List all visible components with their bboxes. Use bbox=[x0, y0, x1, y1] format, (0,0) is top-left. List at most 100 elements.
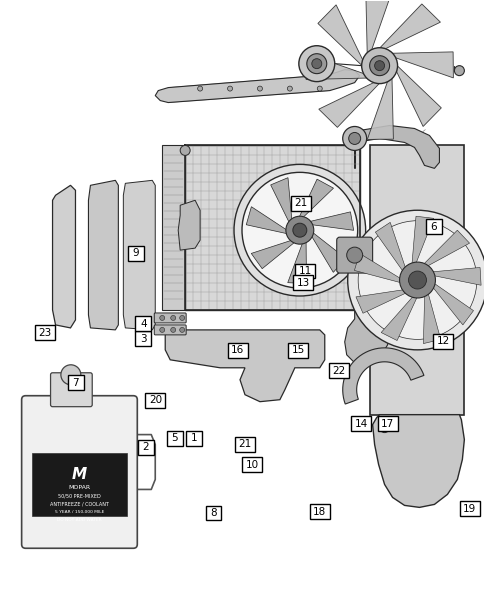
Polygon shape bbox=[375, 223, 407, 276]
FancyBboxPatch shape bbox=[290, 196, 310, 211]
FancyBboxPatch shape bbox=[50, 373, 92, 406]
Circle shape bbox=[374, 61, 384, 71]
Polygon shape bbox=[377, 4, 439, 50]
Text: 20: 20 bbox=[149, 395, 162, 405]
Circle shape bbox=[179, 316, 184, 320]
Polygon shape bbox=[394, 64, 440, 127]
Polygon shape bbox=[317, 5, 363, 67]
Circle shape bbox=[311, 59, 321, 69]
FancyBboxPatch shape bbox=[292, 275, 312, 290]
FancyBboxPatch shape bbox=[377, 416, 397, 431]
Polygon shape bbox=[52, 186, 76, 328]
Polygon shape bbox=[369, 145, 463, 415]
Circle shape bbox=[285, 216, 313, 244]
Text: 5: 5 bbox=[171, 434, 178, 444]
Polygon shape bbox=[380, 292, 419, 340]
FancyBboxPatch shape bbox=[145, 393, 165, 408]
Polygon shape bbox=[344, 125, 439, 168]
FancyBboxPatch shape bbox=[186, 431, 202, 446]
Text: MOPAR: MOPAR bbox=[68, 485, 91, 490]
Polygon shape bbox=[410, 216, 433, 270]
Polygon shape bbox=[426, 267, 480, 285]
FancyBboxPatch shape bbox=[234, 437, 255, 452]
FancyBboxPatch shape bbox=[459, 501, 479, 517]
Text: 8: 8 bbox=[210, 508, 216, 518]
Circle shape bbox=[170, 327, 175, 332]
Circle shape bbox=[180, 145, 190, 155]
FancyBboxPatch shape bbox=[31, 452, 127, 517]
Text: 14: 14 bbox=[354, 419, 367, 429]
Polygon shape bbox=[305, 212, 353, 230]
FancyBboxPatch shape bbox=[22, 396, 137, 548]
Polygon shape bbox=[155, 70, 359, 102]
Text: 13: 13 bbox=[296, 278, 309, 288]
FancyBboxPatch shape bbox=[432, 334, 452, 349]
Polygon shape bbox=[365, 0, 391, 55]
Text: 7: 7 bbox=[72, 378, 79, 388]
Circle shape bbox=[287, 86, 292, 91]
FancyBboxPatch shape bbox=[35, 325, 55, 340]
Circle shape bbox=[347, 210, 484, 350]
Circle shape bbox=[61, 365, 81, 385]
Circle shape bbox=[179, 327, 184, 332]
FancyBboxPatch shape bbox=[166, 431, 182, 446]
Text: 10: 10 bbox=[245, 460, 258, 470]
Text: 21: 21 bbox=[238, 439, 251, 449]
Circle shape bbox=[298, 46, 334, 82]
Text: 6: 6 bbox=[429, 222, 436, 232]
Text: 11: 11 bbox=[298, 266, 311, 276]
FancyBboxPatch shape bbox=[336, 237, 372, 273]
Circle shape bbox=[242, 173, 357, 288]
Polygon shape bbox=[185, 145, 359, 310]
Polygon shape bbox=[342, 348, 423, 404]
Polygon shape bbox=[366, 76, 393, 140]
FancyBboxPatch shape bbox=[154, 313, 186, 323]
Circle shape bbox=[357, 221, 476, 339]
Text: 22: 22 bbox=[332, 366, 345, 376]
Polygon shape bbox=[165, 330, 324, 402]
Text: 3: 3 bbox=[140, 333, 146, 343]
Polygon shape bbox=[423, 288, 440, 343]
Text: M: M bbox=[72, 467, 87, 482]
Polygon shape bbox=[162, 145, 185, 310]
FancyBboxPatch shape bbox=[242, 457, 262, 472]
Text: 17: 17 bbox=[380, 419, 393, 429]
Circle shape bbox=[317, 86, 321, 91]
Polygon shape bbox=[178, 200, 200, 250]
FancyBboxPatch shape bbox=[205, 505, 221, 521]
Text: 9: 9 bbox=[133, 249, 139, 259]
Polygon shape bbox=[355, 289, 410, 313]
FancyBboxPatch shape bbox=[295, 263, 315, 279]
Circle shape bbox=[408, 271, 425, 289]
Text: 19: 19 bbox=[462, 504, 475, 514]
Polygon shape bbox=[287, 238, 306, 284]
Circle shape bbox=[257, 86, 262, 91]
Text: 12: 12 bbox=[436, 336, 449, 346]
Circle shape bbox=[159, 327, 165, 332]
Polygon shape bbox=[372, 415, 463, 507]
Polygon shape bbox=[270, 178, 291, 226]
Circle shape bbox=[342, 127, 366, 150]
Text: ANTIFREEZE / COOLANT: ANTIFREEZE / COOLANT bbox=[50, 502, 109, 507]
Polygon shape bbox=[318, 81, 380, 127]
Polygon shape bbox=[305, 54, 369, 80]
Polygon shape bbox=[123, 180, 155, 330]
FancyBboxPatch shape bbox=[329, 363, 348, 378]
Text: 15: 15 bbox=[291, 345, 304, 355]
Polygon shape bbox=[389, 52, 453, 78]
Text: 23: 23 bbox=[39, 327, 52, 337]
Polygon shape bbox=[354, 253, 406, 284]
FancyBboxPatch shape bbox=[68, 375, 83, 390]
Text: 4: 4 bbox=[140, 319, 146, 329]
FancyBboxPatch shape bbox=[154, 325, 186, 335]
FancyBboxPatch shape bbox=[135, 331, 151, 346]
Circle shape bbox=[197, 86, 202, 91]
FancyBboxPatch shape bbox=[135, 316, 151, 332]
Polygon shape bbox=[309, 230, 345, 272]
Polygon shape bbox=[344, 310, 389, 365]
Circle shape bbox=[379, 423, 389, 432]
Circle shape bbox=[399, 262, 435, 298]
Circle shape bbox=[306, 54, 326, 74]
Circle shape bbox=[159, 316, 165, 320]
Polygon shape bbox=[251, 239, 297, 269]
